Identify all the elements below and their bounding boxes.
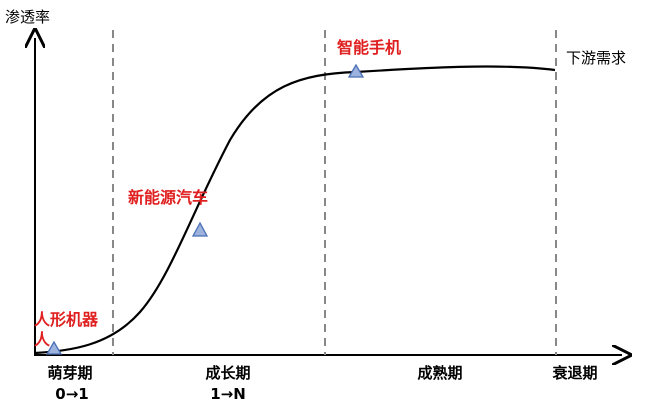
stage-name: 成长期 xyxy=(205,364,250,382)
point-label: 人形机器人 xyxy=(34,310,99,349)
stage-transition: 1→N xyxy=(210,385,246,403)
point-marker xyxy=(347,63,365,78)
stage-transition: 0→1 xyxy=(55,385,88,403)
stage-name: 成熟期 xyxy=(417,364,462,382)
point-label: 智能手机 xyxy=(337,38,402,57)
y-axis-label: 渗透率 xyxy=(5,8,50,26)
point-label: 新能源汽车 xyxy=(128,188,209,207)
point-marker xyxy=(45,340,63,355)
adoption-curve xyxy=(34,65,556,355)
stage-name: 衰退期 xyxy=(551,364,597,382)
stage-name: 萌芽期 xyxy=(47,364,92,382)
stage-dividers xyxy=(112,30,557,355)
curve-label: 下游需求 xyxy=(566,49,626,67)
markers xyxy=(45,63,365,355)
point-marker xyxy=(191,221,209,237)
